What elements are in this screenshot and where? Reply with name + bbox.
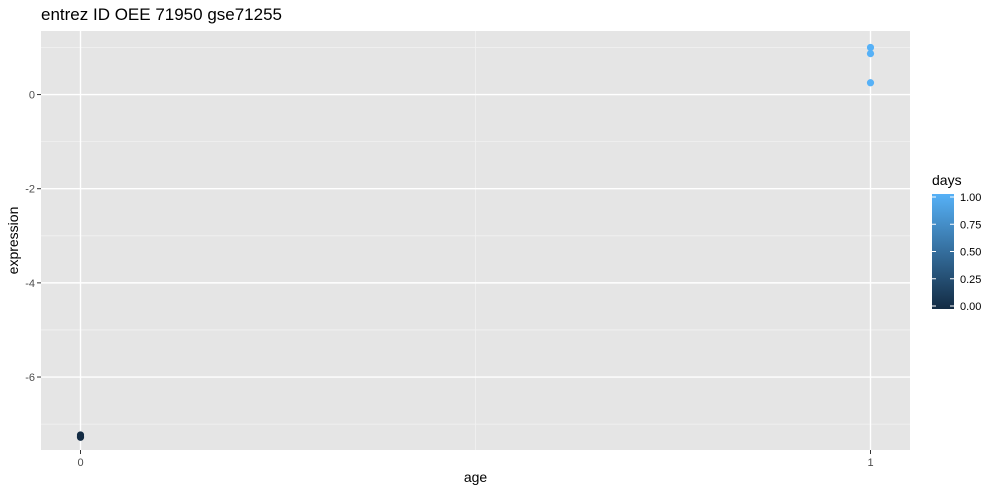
x-tick-label: 1 xyxy=(867,457,873,469)
color-legend: days 1.00 0.75 0.50 0.25 0.00 xyxy=(932,172,981,313)
legend-tick-label: 0.00 xyxy=(960,301,981,313)
chart-title: entrez ID OEE 71950 gse71255 xyxy=(41,5,282,24)
legend-tick-label: 1.00 xyxy=(960,192,981,204)
data-point xyxy=(866,49,875,58)
data-point xyxy=(866,79,875,87)
y-tick-label: 0 xyxy=(29,90,35,102)
legend-ticks: 1.00 0.75 0.50 0.25 0.00 xyxy=(932,192,981,313)
legend-tick-label: 0.50 xyxy=(960,247,981,259)
y-axis: -6 -4 -2 0 xyxy=(25,90,41,384)
legend-tick-label: 0.25 xyxy=(960,274,981,286)
data-point xyxy=(76,432,85,440)
major-gridlines xyxy=(41,31,910,450)
legend-title: days xyxy=(932,172,962,188)
legend-tick-label: 0.75 xyxy=(960,219,981,231)
y-tick-label: -2 xyxy=(25,184,35,196)
minor-gridlines xyxy=(41,31,910,450)
y-tick-label: -6 xyxy=(25,372,35,384)
legend-colorbar xyxy=(932,194,954,309)
x-axis-title: age xyxy=(464,469,488,485)
y-tick-label: -4 xyxy=(25,278,35,290)
data-point xyxy=(866,43,875,52)
x-tick-label: 0 xyxy=(77,457,83,469)
data-points xyxy=(76,43,875,441)
y-axis-title: expression xyxy=(5,207,21,275)
